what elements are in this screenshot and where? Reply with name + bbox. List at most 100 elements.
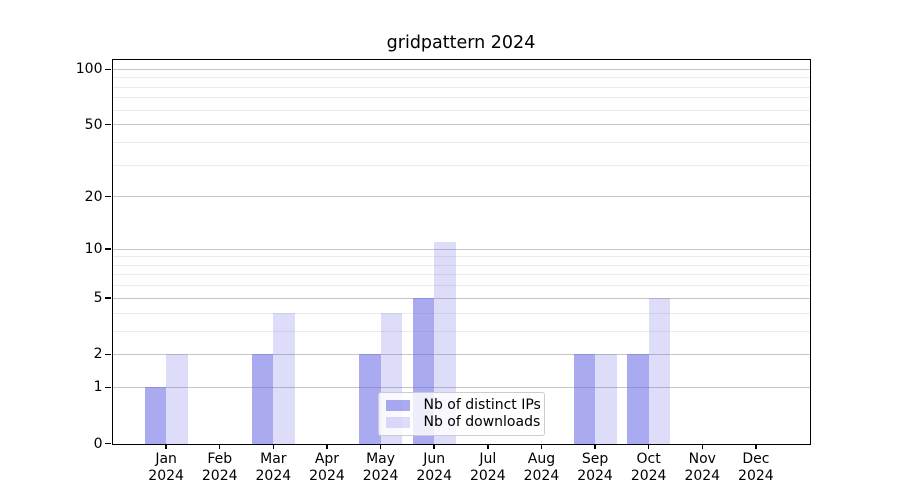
major-gridline: [112, 68, 810, 70]
bar-downloads-sep: [595, 354, 617, 444]
legend-label: Nb of downloads: [423, 414, 541, 430]
x-axis-tick: [755, 443, 757, 449]
x-tick-year: 2024: [362, 468, 399, 484]
x-axis-tick-label: Dec 2024: [713, 451, 799, 486]
x-axis-tick: [218, 443, 221, 449]
bar-downloads-jan: [166, 354, 188, 444]
major-gridline: [112, 353, 810, 355]
y-axis-tick: [104, 297, 111, 299]
legend-swatch-distinct-ips: [385, 399, 410, 411]
x-tick-year: 2024: [469, 468, 506, 484]
x-axis-tick-label: Oct 2024: [606, 451, 692, 486]
y-axis-tick: [104, 68, 111, 71]
x-axis-tick-label: Mar 2024: [230, 451, 316, 486]
minor-gridline: [112, 97, 810, 99]
x-axis-tick: [379, 443, 382, 449]
bar-distinct-ips-sep: [573, 354, 596, 444]
bar-downloads-mar: [273, 313, 295, 444]
y-axis-tick-label: 10: [84, 241, 103, 258]
major-gridline: [112, 248, 810, 250]
x-tick-month: Sep: [581, 450, 609, 467]
y-axis-tick: [104, 442, 111, 445]
minor-gridline: [112, 330, 810, 332]
x-tick-month: Dec: [742, 450, 770, 467]
minor-gridline: [112, 274, 810, 276]
y-axis-tick-label: 1: [93, 379, 103, 396]
x-axis-tick: [647, 443, 650, 449]
x-axis-tick-label: Jun 2024: [391, 451, 477, 486]
x-tick-year: 2024: [630, 468, 667, 484]
bar-distinct-ips-oct: [627, 354, 649, 444]
plot-area: gridpattern 2024 0 1 2 5 10 20 50 100 Jan 2024 Feb…: [76, 33, 811, 484]
bar-downloads-oct: [648, 298, 671, 444]
y-axis-tick: [104, 353, 111, 356]
bar-distinct-ips-mar: [251, 354, 274, 444]
x-tick-month: Jul: [479, 450, 497, 467]
x-tick-month: Apr: [314, 450, 340, 467]
x-tick-year: 2024: [416, 468, 452, 484]
legend: Nb of distinct IPs Nb of downloads: [377, 391, 545, 436]
x-tick-year: 2024: [523, 468, 560, 484]
x-tick-month: Aug: [527, 450, 556, 467]
x-axis-tick: [433, 443, 435, 449]
x-tick-month: Nov: [688, 450, 716, 467]
major-gridline: [112, 124, 810, 126]
y-axis-tick-label: 5: [93, 290, 103, 307]
minor-gridline: [112, 256, 810, 258]
major-gridline: [112, 297, 810, 299]
x-axis-tick-label: Feb 2024: [177, 451, 263, 486]
x-axis-tick: [594, 443, 596, 449]
legend-row: Nb of downloads: [385, 414, 540, 431]
bar-distinct-ips-may: [359, 354, 381, 444]
x-tick-year: 2024: [738, 468, 774, 484]
y-axis-tick: [104, 386, 111, 389]
minor-gridline: [112, 109, 810, 111]
major-gridline: [112, 196, 810, 198]
x-tick-month: Jan: [155, 450, 177, 467]
y-axis-tick-label: 0: [93, 435, 103, 452]
y-axis-tick-label: 50: [84, 116, 103, 133]
x-tick-month: Feb: [207, 450, 233, 467]
x-axis-tick-label: Sep 2024: [552, 451, 638, 486]
y-axis-tick-label: 100: [75, 61, 103, 78]
legend-row: Nb of distinct IPs: [385, 397, 541, 414]
x-axis-tick-label: Aug 2024: [498, 451, 584, 486]
x-axis-tick: [272, 443, 275, 449]
x-tick-month: Oct: [636, 450, 661, 467]
minor-gridline: [112, 141, 810, 143]
legend-swatch-downloads: [385, 416, 410, 428]
x-axis-tick-label: Jan 2024: [123, 451, 209, 486]
chart-title: gridpattern 2024: [386, 32, 536, 53]
bar-distinct-ips-jan: [144, 387, 167, 444]
x-axis-tick-label: May 2024: [338, 451, 424, 486]
x-tick-month: Jun: [423, 450, 446, 467]
x-tick-year: 2024: [684, 468, 721, 484]
x-axis-tick: [326, 443, 328, 449]
minor-gridline: [112, 312, 810, 314]
minor-gridline: [112, 86, 810, 88]
x-axis-tick: [540, 443, 543, 449]
major-gridline: [112, 386, 810, 388]
y-axis-tick: [104, 248, 111, 250]
minor-gridline: [112, 285, 810, 287]
minor-gridline: [112, 264, 810, 266]
x-axis-tick: [165, 443, 167, 449]
x-axis-tick-label: Apr 2024: [284, 451, 370, 486]
x-tick-year: 2024: [309, 468, 345, 484]
x-tick-year: 2024: [201, 468, 238, 484]
x-axis-tick-label: Jul 2024: [445, 451, 531, 486]
x-tick-year: 2024: [255, 468, 292, 484]
x-tick-month: May: [366, 450, 396, 467]
x-axis-tick: [701, 443, 704, 449]
minor-gridline: [112, 164, 810, 166]
legend-label: Nb of distinct IPs: [423, 397, 541, 413]
x-axis-tick: [487, 443, 489, 449]
y-axis-tick: [104, 123, 111, 126]
y-axis-tick: [104, 195, 111, 198]
x-axis-tick-label: Nov 2024: [659, 451, 745, 486]
y-axis-tick-label: 20: [84, 188, 103, 205]
x-tick-year: 2024: [577, 468, 613, 484]
x-tick-month: Mar: [260, 450, 287, 467]
minor-gridline: [112, 77, 810, 79]
